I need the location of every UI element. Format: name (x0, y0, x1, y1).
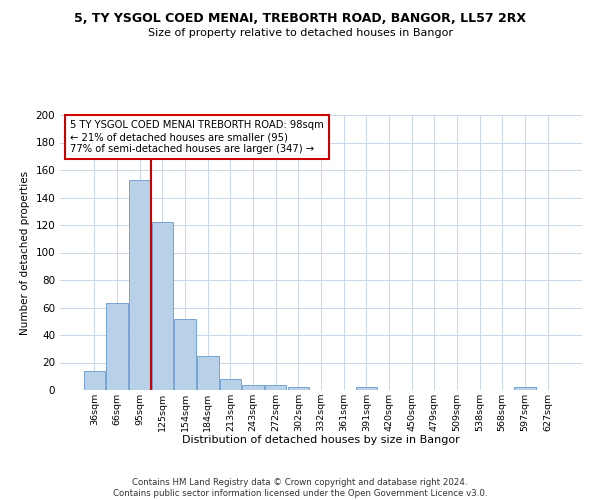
Y-axis label: Number of detached properties: Number of detached properties (20, 170, 30, 334)
Text: Size of property relative to detached houses in Bangor: Size of property relative to detached ho… (148, 28, 452, 38)
Bar (197, 356, 218, 390)
Bar (287, 387, 309, 390)
Bar (106, 304, 128, 390)
Bar (175, 318, 196, 390)
Bar (514, 387, 536, 390)
Text: 5 TY YSGOL COED MENAI TREBORTH ROAD: 98sqm
← 21% of detached houses are smaller : 5 TY YSGOL COED MENAI TREBORTH ROAD: 98s… (70, 120, 324, 154)
Text: Contains HM Land Registry data © Crown copyright and database right 2024.
Contai: Contains HM Land Registry data © Crown c… (113, 478, 487, 498)
Bar (242, 384, 264, 390)
Text: Distribution of detached houses by size in Bangor: Distribution of detached houses by size … (182, 435, 460, 445)
Bar (152, 222, 173, 390)
Bar (265, 384, 286, 390)
Bar (129, 180, 151, 390)
Bar (84, 371, 105, 390)
Bar (220, 379, 241, 390)
Bar (356, 387, 377, 390)
Text: 5, TY YSGOL COED MENAI, TREBORTH ROAD, BANGOR, LL57 2RX: 5, TY YSGOL COED MENAI, TREBORTH ROAD, B… (74, 12, 526, 26)
